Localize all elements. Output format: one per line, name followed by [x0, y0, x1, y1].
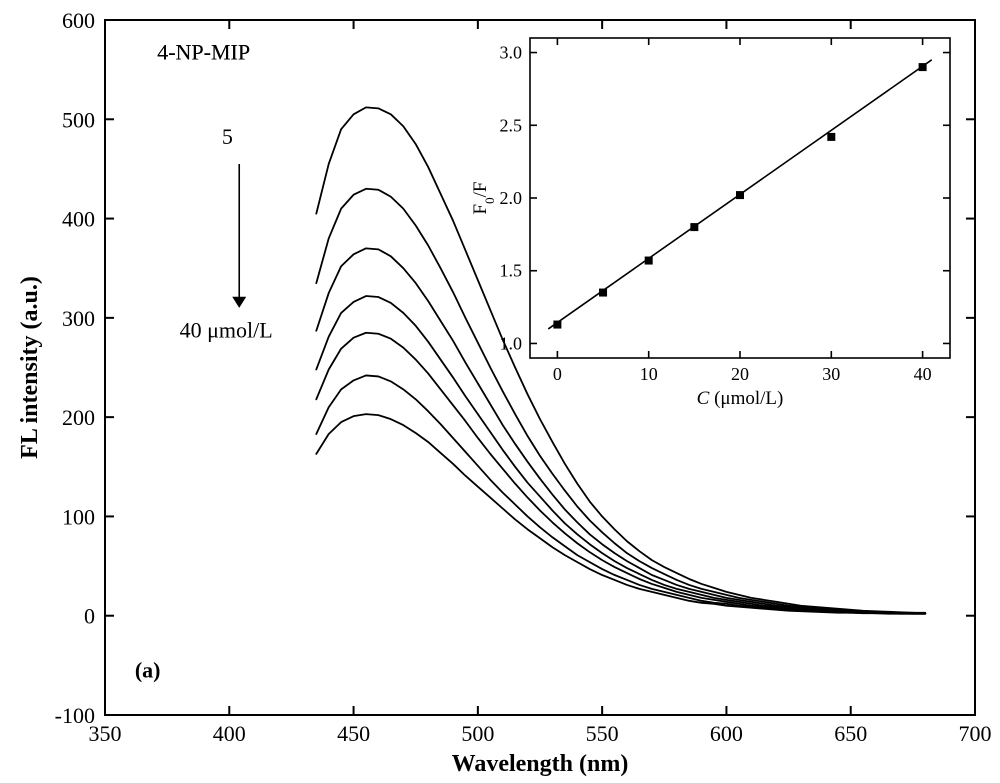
- inset-point: [736, 191, 744, 199]
- inset-xtick-label: 40: [914, 364, 932, 384]
- inset-xlabel: C (μmol/L): [697, 388, 784, 409]
- inset-point: [645, 257, 653, 265]
- inset-xtick-label: 20: [731, 364, 749, 384]
- inset-xtick-label: 10: [640, 364, 658, 384]
- main-xlabel: Wavelength (nm): [452, 751, 629, 777]
- main-ytick-label: 500: [62, 107, 95, 132]
- main-ytick-label: 600: [62, 8, 95, 33]
- main-ytick-label: 400: [62, 207, 95, 232]
- inset-ytick-label: 2.0: [500, 188, 523, 208]
- arrow-top-label: 5: [222, 124, 233, 149]
- inset-ytick-label: 2.5: [500, 115, 523, 135]
- inset-ytick-label: 1.0: [500, 333, 523, 353]
- main-xtick-label: 550: [586, 721, 619, 746]
- inset-ytick-label: 3.0: [500, 43, 523, 63]
- main-xtick-label: 600: [710, 721, 743, 746]
- inset-point: [553, 321, 561, 329]
- main-ylabel: FL intensity (a.u.): [17, 276, 43, 459]
- inset-point: [827, 133, 835, 141]
- main-xtick-label: 400: [213, 721, 246, 746]
- main-xtick-label: 500: [461, 721, 494, 746]
- series-label-text: 4-NP-MIP: [157, 40, 250, 65]
- main-xtick-label: 650: [834, 721, 867, 746]
- main-ytick-label: 0: [84, 604, 95, 629]
- inset-point: [919, 63, 927, 71]
- main-ytick-label: 200: [62, 405, 95, 430]
- main-xtick-label: 450: [337, 721, 370, 746]
- inset-point: [599, 289, 607, 297]
- main-ytick-label: -100: [55, 703, 95, 728]
- figure-root: 350400450500550600650700-100010020030040…: [0, 0, 1000, 783]
- arrow-bottom-label: 40 μmol/L: [180, 318, 273, 343]
- inset-point: [690, 223, 698, 231]
- inset-xtick-label: 0: [553, 364, 562, 384]
- main-ytick-label: 100: [62, 504, 95, 529]
- main-ytick-label: 300: [62, 306, 95, 331]
- panel-tag: (a): [135, 657, 161, 682]
- inset-ytick-label: 1.5: [500, 261, 523, 281]
- inset-xtick-label: 30: [822, 364, 840, 384]
- chart-svg: 350400450500550600650700-100010020030040…: [0, 0, 1000, 783]
- main-xtick-label: 700: [959, 721, 992, 746]
